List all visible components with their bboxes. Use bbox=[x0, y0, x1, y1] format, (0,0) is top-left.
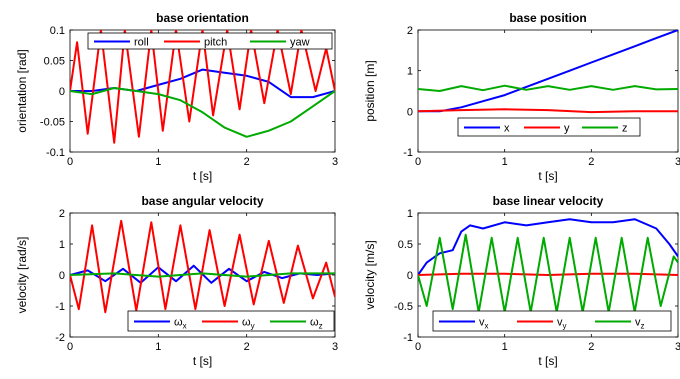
y-tick-label-orientation: -0.1 bbox=[46, 147, 65, 159]
y-tick-label-linear-velocity: -1 bbox=[403, 332, 413, 344]
y-tick-label-orientation: 0.1 bbox=[50, 25, 65, 37]
y-tick-label-angular-velocity: 2 bbox=[59, 208, 65, 220]
y-axis-label-linear-velocity: velocity [m/s] bbox=[363, 240, 377, 309]
x-tick-label-angular-velocity: 1 bbox=[155, 341, 161, 353]
x-tick-label-orientation: 3 bbox=[332, 156, 338, 168]
series-line-orientation-2 bbox=[70, 87, 335, 138]
x-tick-label-orientation: 1 bbox=[155, 156, 161, 168]
legend-label-position-1: y bbox=[564, 123, 570, 135]
subplot-linear-velocity: 0 1 2 3 -1 -0.5 0 0.5 1 base linear velocity t [s]… bbox=[363, 194, 680, 368]
legend-label-linear-velocity-1: vy bbox=[557, 317, 567, 331]
x-axis-label-orientation: t [s] bbox=[193, 169, 212, 183]
y-tick-label-angular-velocity: 0 bbox=[59, 270, 65, 282]
y-axis-label-position: position [m] bbox=[363, 60, 377, 121]
axes-box-position bbox=[417, 29, 679, 153]
legend-box-orientation bbox=[87, 32, 333, 50]
x-tick-label-orientation: 0 bbox=[67, 156, 73, 168]
y-tick-label-linear-velocity: 0 bbox=[407, 270, 413, 282]
chart-title-position: base position bbox=[509, 11, 586, 25]
x-tick-label-position: 1 bbox=[502, 156, 508, 168]
legend-label-linear-velocity-0: vx bbox=[479, 317, 489, 331]
legend-label-orientation-1: pitch bbox=[204, 37, 227, 49]
x-tick-label-linear-velocity: 0 bbox=[415, 341, 421, 353]
y-tick-label-linear-velocity: 0.5 bbox=[398, 239, 413, 251]
x-tick-label-angular-velocity: 0 bbox=[67, 341, 73, 353]
x-tick-label-orientation: 2 bbox=[244, 156, 250, 168]
y-axis-label-angular-velocity: velocity [rad/s] bbox=[15, 237, 29, 314]
y-tick-label-position: 2 bbox=[407, 25, 413, 37]
y-tick-label-position: 1 bbox=[407, 66, 413, 78]
y-tick-label-angular-velocity: -1 bbox=[55, 301, 65, 313]
x-tick-label-angular-velocity: 2 bbox=[244, 341, 250, 353]
y-tick-label-orientation: 0.05 bbox=[44, 56, 65, 68]
chart-title-angular-velocity: base angular velocity bbox=[141, 194, 263, 208]
x-tick-label-linear-velocity: 1 bbox=[502, 341, 508, 353]
legend-label-orientation-2: yaw bbox=[290, 37, 310, 49]
x-tick-label-position: 3 bbox=[675, 156, 680, 168]
y-tick-label-linear-velocity: 1 bbox=[407, 208, 413, 220]
y-tick-label-orientation: 0 bbox=[59, 86, 65, 98]
x-tick-label-linear-velocity: 2 bbox=[588, 341, 594, 353]
y-tick-label-linear-velocity: -0.5 bbox=[394, 301, 413, 313]
x-tick-label-linear-velocity: 3 bbox=[675, 341, 680, 353]
series-line-position-2 bbox=[418, 84, 678, 92]
x-tick-label-angular-velocity: 3 bbox=[332, 341, 338, 353]
y-axis-label-orientation: orientation [rad] bbox=[15, 49, 29, 132]
series-line-position-0 bbox=[418, 30, 678, 113]
y-tick-label-position: 0 bbox=[407, 106, 413, 118]
y-tick-label-angular-velocity: 1 bbox=[59, 239, 65, 251]
y-tick-label-orientation: -0.05 bbox=[40, 117, 65, 129]
series-line-linear-velocity-1 bbox=[418, 272, 678, 276]
chart-title-linear-velocity: base linear velocity bbox=[493, 194, 604, 208]
chart-title-orientation: base orientation bbox=[156, 11, 249, 25]
series-line-position-1 bbox=[418, 108, 678, 114]
series-line-linear-velocity-2 bbox=[418, 233, 678, 314]
series-line-angular-velocity-2 bbox=[70, 272, 335, 278]
x-axis-label-position: t [s] bbox=[538, 169, 557, 183]
x-tick-label-position: 2 bbox=[588, 156, 594, 168]
legend-label-position-2: z bbox=[622, 123, 628, 135]
subplot-angular-velocity: 0 1 2 3 -2 -1 0 1 2 base angular velocity t [s] vel… bbox=[15, 194, 338, 368]
subplot-orientation: 0 1 2 3 -0.1 -0.05 0 0.05 0.1 base orientation t [… bbox=[15, 11, 338, 183]
series-line-angular-velocity-1 bbox=[70, 219, 335, 314]
series-line-orientation-0 bbox=[70, 68, 335, 99]
series-line-orientation-1 bbox=[70, 30, 335, 144]
series-line-linear-velocity-0 bbox=[418, 218, 678, 276]
x-tick-label-position: 0 bbox=[415, 156, 421, 168]
legend-label-linear-velocity-2: vz bbox=[635, 317, 645, 331]
y-tick-label-angular-velocity: -2 bbox=[55, 332, 65, 344]
y-tick-label-position: -1 bbox=[403, 147, 413, 159]
x-axis-label-linear-velocity: t [s] bbox=[538, 354, 557, 368]
legend-label-orientation-0: roll bbox=[134, 37, 149, 49]
legend-label-position-0: x bbox=[504, 123, 510, 135]
x-axis-label-angular-velocity: t [s] bbox=[193, 354, 212, 368]
